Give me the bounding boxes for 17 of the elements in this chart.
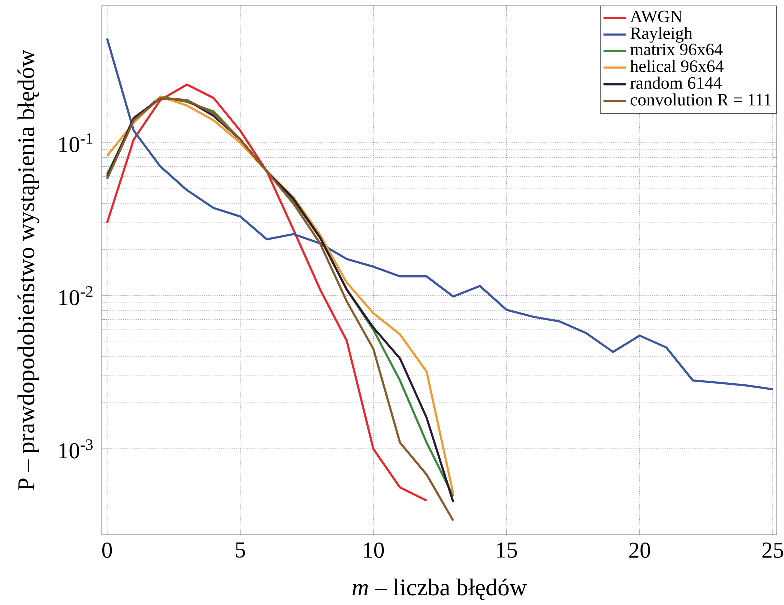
x-tick-label: 15 — [497, 542, 518, 558]
x-tick-label: 25 — [762, 542, 784, 558]
legend-label: Rayleigh — [630, 27, 693, 43]
x-axis-title: m – liczba błędów — [352, 578, 528, 600]
legend-label: convolution R = 111 — [630, 94, 772, 106]
y-axis-title: P – prawdopodobieństwo wystąpienia błędów — [18, 50, 40, 490]
y-tick-label: 10$^{-1}$ — [60, 133, 93, 153]
legend-label: AWGN — [630, 10, 682, 23]
legend-label: helical 96x64 — [630, 60, 724, 72]
x-tick-label: 20 — [630, 542, 650, 558]
x-tick-label: 10 — [364, 542, 384, 558]
x-tick-label: 5 — [236, 542, 246, 558]
y-tick-label: 10$^{-2}$ — [60, 286, 93, 306]
y-tick-label: 10$^{-3}$ — [60, 440, 93, 459]
x-tick-label: 0 — [102, 542, 112, 558]
legend-label: matrix 96x64 — [630, 44, 723, 56]
legend-label: random 6144 — [630, 76, 722, 90]
